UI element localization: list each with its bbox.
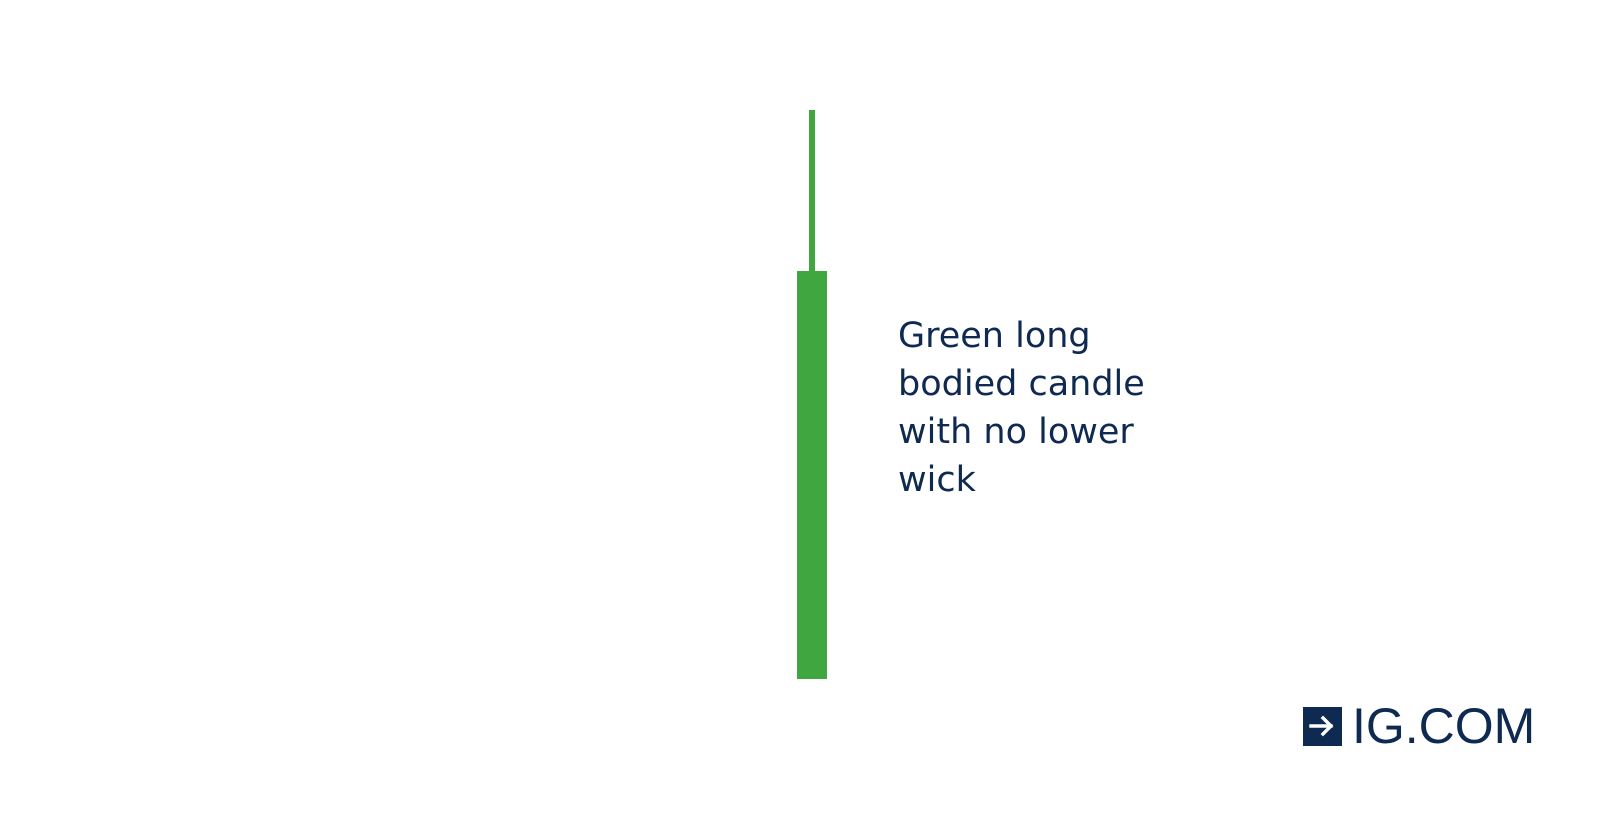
upper-wick (809, 110, 815, 272)
description-line: wick (898, 460, 976, 500)
description-line: bodied candle (898, 364, 1145, 404)
candle-description: Green long bodied candle with no lower w… (898, 312, 1198, 504)
brand-logo: IG.COM (1303, 698, 1536, 754)
arrow-right-icon (1303, 706, 1342, 746)
description-line: with no lower (898, 412, 1134, 452)
description-line: Green long (898, 316, 1091, 356)
candle-body (797, 271, 827, 679)
brand-name: IG.COM (1352, 698, 1536, 754)
